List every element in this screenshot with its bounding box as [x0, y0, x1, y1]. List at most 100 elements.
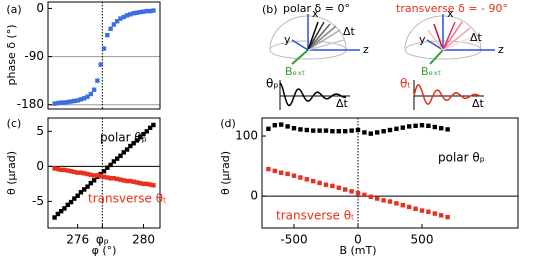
point: [55, 166, 61, 172]
point: [311, 128, 316, 133]
b-label: Bₑₓₜ: [421, 65, 441, 78]
point: [317, 128, 322, 133]
y-tick-label: -5: [32, 194, 44, 208]
point: [58, 167, 64, 173]
axis: [291, 39, 309, 51]
point: [101, 174, 107, 180]
point: [105, 175, 110, 180]
point: [72, 98, 77, 104]
dt-label: Δt: [470, 31, 483, 44]
point: [55, 100, 61, 106]
point: [432, 124, 437, 130]
point: [272, 123, 277, 128]
point: [65, 99, 70, 105]
point: [141, 181, 146, 187]
point: [323, 182, 329, 187]
point: [445, 127, 450, 132]
point: [134, 180, 140, 185]
point: [65, 168, 70, 173]
point: [343, 187, 348, 192]
point: [138, 9, 143, 15]
point: [85, 94, 90, 99]
point: [144, 129, 150, 134]
point: [88, 172, 94, 177]
point: [52, 215, 57, 220]
point: [266, 166, 271, 172]
point: [285, 124, 290, 129]
point: [108, 162, 113, 168]
point: [82, 171, 87, 176]
point: [419, 208, 425, 213]
wave: [413, 84, 481, 105]
point: [272, 168, 277, 174]
point: [387, 199, 393, 204]
axis-label: x: [447, 7, 454, 20]
point: [375, 130, 380, 135]
point: [368, 131, 373, 136]
point: [336, 129, 341, 134]
point: [400, 125, 405, 130]
point: [65, 202, 70, 208]
point: [98, 173, 103, 179]
point: [98, 62, 103, 67]
point: [62, 100, 67, 105]
point: [78, 170, 84, 175]
point: [124, 13, 130, 18]
point: [52, 101, 57, 106]
point: [336, 185, 341, 190]
point: [323, 128, 329, 133]
b-label: Bₑₓₜ: [285, 65, 305, 78]
point: [68, 169, 74, 174]
point: [131, 179, 136, 184]
axis-label: y: [284, 33, 291, 46]
y-tick-label: 0: [250, 189, 258, 203]
point: [394, 201, 399, 206]
wave-label: θₚ: [266, 77, 278, 91]
point: [355, 190, 361, 196]
point: [75, 193, 80, 198]
point: [279, 170, 284, 175]
point: [108, 26, 113, 31]
point: [58, 100, 64, 105]
point: [52, 166, 57, 171]
point: [88, 180, 94, 186]
point: [394, 126, 399, 132]
point: [95, 173, 100, 178]
point: [108, 176, 113, 181]
b-arrow: [291, 49, 309, 65]
point: [82, 96, 87, 101]
plot-frame: [47, 117, 161, 229]
point: [355, 127, 361, 133]
x-tick-label: 280: [132, 233, 155, 247]
point: [304, 127, 309, 133]
point: [95, 78, 100, 83]
point: [432, 211, 437, 216]
point: [124, 178, 130, 184]
point: [111, 176, 117, 181]
point: [72, 169, 77, 175]
x-axis-label: φ (°): [92, 244, 117, 257]
y-tick-label: -90: [24, 49, 44, 63]
point: [349, 128, 354, 133]
point: [68, 99, 74, 104]
point: [82, 187, 87, 192]
point: [118, 16, 123, 21]
series-label: transverse θₜ: [276, 209, 355, 223]
point: [121, 150, 126, 155]
panel-label: (a): [6, 3, 21, 16]
point: [114, 156, 120, 161]
point: [298, 127, 303, 132]
axis: [426, 39, 444, 51]
point: [343, 129, 348, 134]
axis-label: z: [363, 43, 369, 56]
x-axis-label: B (mT): [339, 244, 376, 257]
plot-frame: [261, 117, 519, 229]
point: [413, 123, 418, 129]
point: [131, 11, 136, 16]
wave-dt: Δt: [336, 97, 349, 110]
point: [400, 202, 405, 208]
point: [147, 8, 153, 14]
point: [439, 126, 444, 131]
point: [413, 206, 418, 211]
point: [78, 97, 84, 102]
